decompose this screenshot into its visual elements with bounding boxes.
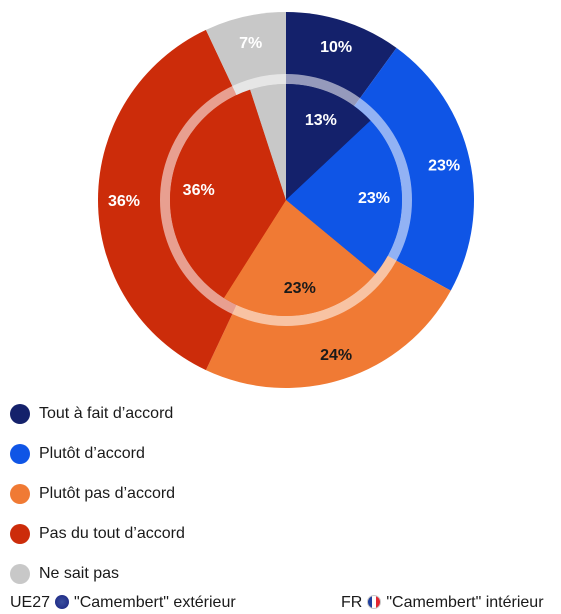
- legend-swatch: [10, 524, 30, 544]
- legend-item-plutot-pas: Plutôt pas d’accord: [10, 474, 185, 514]
- inner-ring-slice: [286, 120, 403, 274]
- outer-ring-data-label: 10%: [320, 39, 352, 56]
- legend-label: Plutôt d’accord: [39, 445, 145, 462]
- legend-label: Plutôt pas d’accord: [39, 485, 176, 502]
- outer-ring-data-label: 36%: [108, 193, 140, 210]
- inner-ring-data-label: 36%: [183, 182, 215, 199]
- inner-ring-slice: [170, 89, 286, 298]
- outer-ring-data-label: 24%: [320, 347, 352, 364]
- outer-ring-data-label: 23%: [428, 158, 460, 175]
- footer-ue27-label: UE27: [10, 594, 51, 611]
- legend-label: Ne sait pas: [39, 565, 120, 582]
- legend-swatch: [10, 404, 30, 424]
- inner-ring-data-label: 23%: [358, 190, 390, 207]
- footer-inner-text: "Camembert" intérieur: [386, 594, 544, 611]
- legend-label: Tout à fait d’accord: [39, 405, 174, 422]
- legend-swatch: [10, 564, 30, 584]
- inner-pie: [170, 84, 403, 317]
- donut-chart: 10% 23% 24% 36% 7% 13% 23% 23% 36%: [97, 11, 475, 389]
- legend-item-ne-sait-pas: Ne sait pas: [10, 554, 185, 594]
- legend-item-pas-du-tout: Pas du tout d’accord: [10, 514, 185, 554]
- inner-ring-slice: [223, 200, 376, 317]
- legend: Tout à fait d’accord Plutôt d’accord Plu…: [10, 394, 185, 594]
- inner-ring-data-label: 23%: [284, 280, 316, 297]
- legend-item-plutot-accord: Plutôt d’accord: [10, 434, 185, 474]
- fr-flag-icon: [367, 595, 382, 609]
- ring-separator: [160, 74, 412, 326]
- footer-fr-label: FR: [341, 594, 363, 611]
- legend-swatch: [10, 484, 30, 504]
- legend-label: Pas du tout d’accord: [39, 525, 185, 542]
- legend-swatch: [10, 444, 30, 464]
- eu-flag-icon: [55, 595, 70, 609]
- inner-ring-slice: [286, 84, 371, 200]
- inner-ring-slice: [250, 84, 286, 200]
- legend-item-tout-a-fait: Tout à fait d’accord: [10, 394, 185, 434]
- inner-ring-data-label: 13%: [305, 112, 337, 129]
- footer-outer-text: "Camembert" extérieur: [74, 594, 236, 611]
- footer-inner-note: FR "Camembert" intérieur: [341, 594, 544, 612]
- outer-ring-data-label: 7%: [239, 35, 262, 52]
- footer-outer-note: UE27 "Camembert" extérieur: [10, 594, 236, 612]
